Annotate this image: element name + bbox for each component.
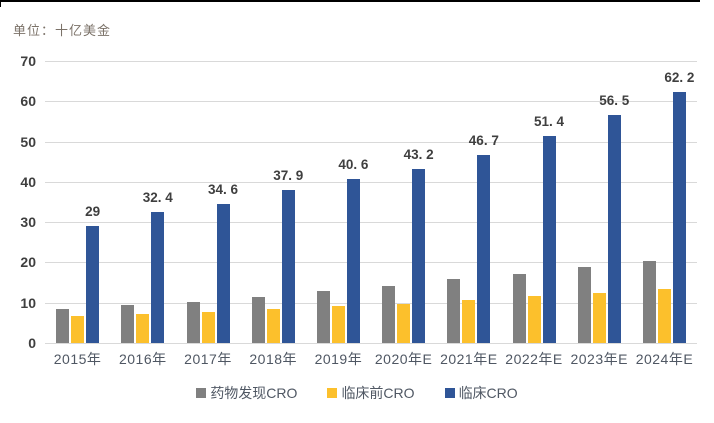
bar-group-2017年: 34. 6 — [175, 61, 240, 343]
legend-swatch-icon — [196, 388, 207, 398]
bar-临床CRO-2015年 — [86, 226, 100, 343]
bar-药物发现CRO-2015年 — [56, 308, 70, 343]
data-label: 51. 4 — [534, 113, 565, 129]
bar-临床前CRO-2015年 — [71, 315, 85, 343]
data-label: 62. 2 — [664, 70, 695, 86]
bar-临床前CRO-2019年 — [331, 306, 345, 343]
legend-label: 临床CRO — [458, 385, 518, 401]
gridline-40 — [45, 181, 697, 183]
gridline-60 — [45, 101, 697, 103]
left-border-tick — [0, 0, 1, 7]
data-label: 56. 5 — [599, 93, 630, 109]
bar-临床CRO-2018年 — [281, 190, 295, 343]
gridline-20 — [45, 262, 697, 264]
bar-groups: 29 32. 4 34. 6 37. 9 40. 6 43. 2 46. 7 51. 4 56.… — [45, 61, 697, 343]
data-label: 46. 7 — [468, 132, 499, 148]
y-tick-label: 50 — [20, 133, 36, 150]
x-tick-label: 2019年 — [314, 351, 363, 367]
y-tick-label: 30 — [20, 214, 36, 231]
bar-临床CRO-2017年 — [216, 203, 230, 343]
y-tick-label: 60 — [20, 93, 36, 110]
legend-item-临床CRO: 临床CRO — [444, 383, 518, 403]
gridline-0 — [45, 343, 697, 344]
bar-药物发现CRO-2022年E — [512, 273, 526, 343]
bar-group-2015年: 29 — [45, 61, 110, 343]
gridline-50 — [45, 141, 697, 143]
bar-药物发现CRO-2023年E — [577, 266, 591, 343]
bar-临床前CRO-2024年E — [657, 289, 671, 343]
top-border-line — [0, 0, 700, 2]
legend-item-药物发现CRO: 药物发现CRO — [196, 383, 297, 403]
bar-药物发现CRO-2016年 — [121, 305, 135, 343]
bar-临床CRO-2020年E — [412, 168, 426, 343]
legend-item-临床前CRO: 临床前CRO — [327, 383, 415, 403]
bar-group-2016年: 32. 4 — [110, 61, 175, 343]
legend-swatch-icon — [444, 388, 455, 398]
bar-临床前CRO-2020年E — [397, 303, 411, 343]
bar-临床CRO-2019年 — [346, 179, 360, 343]
data-label: 37. 9 — [273, 168, 304, 184]
bar-临床前CRO-2016年 — [136, 314, 150, 343]
data-label: 40. 6 — [338, 157, 369, 173]
bar-group-2020年E: 43. 2 — [371, 61, 436, 343]
bar-临床CRO-2024年E — [672, 92, 686, 343]
bar-group-2022年E: 51. 4 — [501, 61, 566, 343]
bar-临床前CRO-2023年E — [592, 292, 606, 343]
bar-临床前CRO-2022年E — [527, 295, 541, 343]
data-label: 43. 2 — [403, 146, 434, 162]
legend-label: 临床前CRO — [341, 385, 415, 401]
bar-group-2021年E: 46. 7 — [436, 61, 501, 343]
y-tick-label: 20 — [20, 254, 36, 271]
y-axis: 70 60 50 40 30 20 10 0 — [0, 53, 36, 351]
x-tick-label: 2020年E — [374, 351, 433, 367]
data-label: 29 — [85, 204, 101, 220]
x-tick-label: 2015年 — [53, 351, 102, 367]
unit-label: 单位：十亿美金 — [13, 23, 112, 38]
y-tick-label: 40 — [20, 173, 36, 190]
gridline-30 — [45, 222, 697, 224]
bar-药物发现CRO-2019年 — [316, 291, 330, 343]
y-tick-label: 0 — [28, 335, 36, 351]
bar-临床前CRO-2021年E — [462, 299, 476, 343]
bar-药物发现CRO-2020年E — [382, 285, 396, 343]
x-tick-label: 2023年E — [570, 351, 628, 367]
x-tick-label: 2018年 — [249, 351, 298, 367]
bar-临床CRO-2022年E — [542, 135, 556, 343]
bar-临床CRO-2021年E — [477, 154, 491, 343]
bar-group-2018年: 37. 9 — [241, 61, 306, 343]
gridline-70 — [45, 61, 697, 62]
bar-药物发现CRO-2021年E — [447, 278, 461, 343]
data-label: 34. 6 — [207, 181, 239, 197]
bar-药物发现CRO-2024年E — [642, 260, 656, 343]
y-tick-label: 10 — [20, 294, 36, 311]
bar-临床前CRO-2017年 — [201, 311, 215, 343]
bar-group-2024年E: 62. 2 — [632, 61, 697, 343]
x-tick-label: 2021年E — [440, 351, 498, 367]
bar-药物发现CRO-2017年 — [186, 301, 200, 343]
bar-临床CRO-2023年E — [607, 115, 621, 343]
x-tick-label: 2022年E — [505, 351, 563, 367]
data-label: 32. 4 — [142, 190, 173, 206]
bar-临床前CRO-2018年 — [266, 308, 280, 343]
gridline-10 — [45, 302, 697, 304]
bar-临床CRO-2016年 — [151, 212, 165, 343]
y-tick-label: 70 — [20, 53, 36, 69]
bar-药物发现CRO-2018年 — [251, 297, 265, 343]
x-tick-label: 2017年 — [184, 351, 232, 367]
bar-group-2023年E: 56. 5 — [567, 61, 632, 343]
plot-area: 29 32. 4 34. 6 37. 9 40. 6 43. 2 46. 7 51. 4 56.… — [45, 61, 697, 344]
x-axis: 2015年 2016年 2017年 2018年 2019年 2020年E 2021年E 202… — [45, 349, 697, 369]
legend-swatch-icon — [327, 388, 338, 398]
bar-group-2019年: 40. 6 — [306, 61, 371, 343]
x-tick-label: 2016年 — [118, 351, 167, 367]
legend-label: 药物发现CRO — [210, 385, 298, 401]
x-tick-label: 2024年E — [635, 351, 694, 367]
legend: 药物发现CRO 临床前CRO 临床CRO — [0, 383, 714, 403]
